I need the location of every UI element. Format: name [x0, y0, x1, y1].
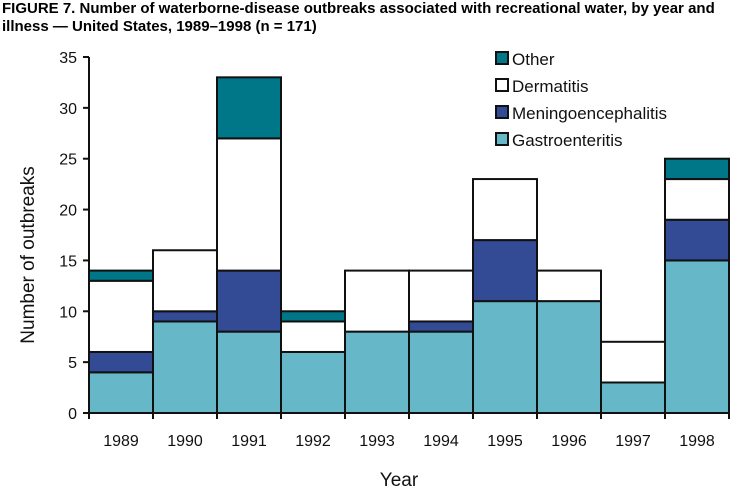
- bar-segment-dermatitis-1989: [88, 279, 154, 353]
- bar-segment-dermatitis-1998: [664, 178, 730, 221]
- bar-segment-dermatitis-1992: [280, 320, 346, 353]
- bar-segment-meningoencephalitis-1995: [472, 239, 538, 303]
- bar-segment-dermatitis-1994: [408, 269, 474, 323]
- x-tick-label: 1991: [231, 433, 267, 450]
- bar-segment-dermatitis-1991: [216, 137, 282, 272]
- bar-segment-other-1989: [88, 269, 154, 282]
- legend-swatch-other: [495, 51, 509, 65]
- legend-label-meningoencephalitis: Meningoencephalitis: [512, 104, 667, 123]
- y-tick-label: 35: [59, 50, 77, 67]
- x-tick-label: 1992: [295, 433, 331, 450]
- bar-segment-meningoencephalitis-1994: [408, 320, 474, 333]
- x-tick-label: 1993: [359, 433, 395, 450]
- bar-segment-other-1998: [664, 157, 730, 181]
- bar-segment-other-1991: [216, 76, 282, 140]
- y-tick-label: 15: [59, 253, 77, 270]
- bar-segment-gastroenteritis-1989: [88, 371, 154, 415]
- y-tick-label: 0: [68, 406, 77, 423]
- y-axis-label: Number of outbreaks: [18, 166, 39, 343]
- y-tick-label: 25: [59, 152, 77, 169]
- x-tick-label: 1995: [487, 433, 523, 450]
- bar-segment-gastroenteritis-1993: [344, 330, 410, 414]
- legend-swatch-meningoencephalitis: [495, 105, 509, 119]
- y-tick-label: 10: [59, 304, 77, 321]
- bar-segment-gastroenteritis-1992: [280, 350, 346, 415]
- x-axis-label: Year: [380, 470, 419, 488]
- x-tick-label: 1998: [679, 433, 715, 450]
- bar-segment-dermatitis-1996: [536, 269, 602, 303]
- bar-segment-gastroenteritis-1998: [664, 259, 730, 414]
- bar-segment-gastroenteritis-1994: [408, 330, 474, 414]
- bar-segment-meningoencephalitis-1998: [664, 218, 730, 262]
- y-tick-label: 30: [59, 101, 77, 118]
- bar-segment-gastroenteritis-1995: [472, 300, 538, 414]
- y-tick-label: 5: [68, 355, 77, 372]
- bar-segment-gastroenteritis-1997: [600, 381, 666, 415]
- legend-swatch-gastroenteritis: [495, 132, 509, 146]
- legend-label-dermatitis: Dermatitis: [512, 77, 589, 96]
- bar-segment-gastroenteritis-1996: [536, 300, 602, 414]
- bar-segment-other-1992: [280, 310, 346, 323]
- y-tick-label: 20: [59, 203, 77, 220]
- legend-label-other: Other: [512, 50, 555, 69]
- bar-segment-dermatitis-1990: [152, 249, 218, 313]
- x-tick-label: 1994: [423, 433, 459, 450]
- x-tick-label: 1997: [615, 433, 651, 450]
- bar-segment-dermatitis-1993: [344, 269, 410, 333]
- x-tick-label: 1989: [103, 433, 139, 450]
- legend-swatch-dermatitis: [495, 78, 509, 92]
- bar-segment-dermatitis-1995: [472, 178, 538, 242]
- bar-segment-gastroenteritis-1991: [216, 330, 282, 414]
- chart-title: FIGURE 7. Number of waterborne-disease o…: [2, 0, 715, 35]
- bar-segment-meningoencephalitis-1989: [88, 350, 154, 374]
- x-tick-label: 1990: [167, 433, 203, 450]
- bar-segment-gastroenteritis-1990: [152, 320, 218, 415]
- bar-segment-meningoencephalitis-1990: [152, 310, 218, 323]
- legend-label-gastroenteritis: Gastroenteritis: [512, 131, 623, 150]
- bar-segment-dermatitis-1997: [600, 340, 666, 384]
- bar-segment-meningoencephalitis-1991: [216, 269, 282, 333]
- x-tick-label: 1996: [551, 433, 587, 450]
